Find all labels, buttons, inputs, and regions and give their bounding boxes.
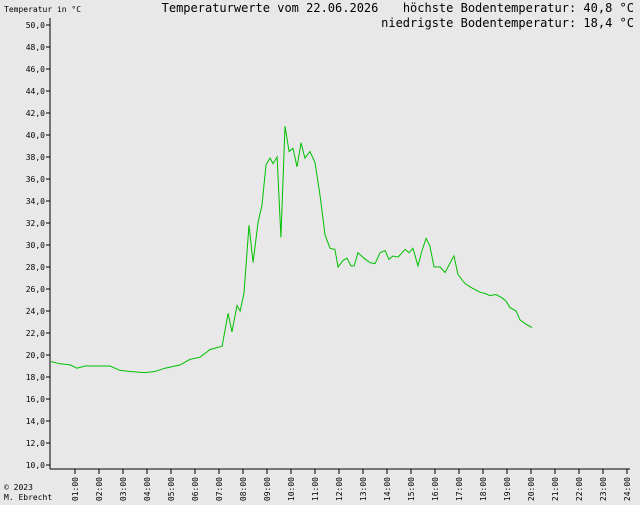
y-tick-label: 26,0 xyxy=(26,285,45,294)
y-tick-label: 22,0 xyxy=(26,329,45,338)
y-tick-label: 20,0 xyxy=(26,351,45,360)
y-tick-label: 50,0 xyxy=(26,21,45,30)
x-tick-label: 23:00 xyxy=(599,477,608,501)
x-tick-label: 08:00 xyxy=(239,477,248,501)
x-tick-label: 10:00 xyxy=(287,477,296,501)
y-tick-label: 48,0 xyxy=(26,43,45,52)
footer: © 2023 xyxy=(4,483,33,492)
y-tick-label: 30,0 xyxy=(26,241,45,250)
x-tick-label: 22:00 xyxy=(575,477,584,501)
y-tick-label: 28,0 xyxy=(26,263,45,272)
x-tick-label: 07:00 xyxy=(215,477,224,501)
y-tick-label: 10,0 xyxy=(26,461,45,470)
y-tick-label: 24,0 xyxy=(26,307,45,316)
x-tick-label: 12:00 xyxy=(335,477,344,501)
y-tick-label: 38,0 xyxy=(26,153,45,162)
y-axis-label: Temperatur in °C xyxy=(4,5,81,14)
x-tick-label: 11:00 xyxy=(311,477,320,501)
y-tick-label: 16,0 xyxy=(26,395,45,404)
y-tick-label: 12,0 xyxy=(26,439,45,448)
y-tick-label: 46,0 xyxy=(26,65,45,74)
temperature-line xyxy=(50,126,533,374)
y-tick-label: 32,0 xyxy=(26,219,45,228)
y-tick-label: 40,0 xyxy=(26,131,45,140)
x-tick-label: 09:00 xyxy=(263,477,272,501)
y-tick-label: 36,0 xyxy=(26,175,45,184)
x-tick-label: 02:00 xyxy=(95,477,104,501)
chart-title: Temperaturwerte vom 22.06.2026 xyxy=(162,1,379,15)
y-tick-label: 18,0 xyxy=(26,373,45,382)
y-tick-label: 42,0 xyxy=(26,109,45,118)
x-tick-label: 16:00 xyxy=(431,477,440,501)
y-tick-label: 34,0 xyxy=(26,197,45,206)
x-tick-label: 17:00 xyxy=(455,477,464,501)
y-tick-label: 44,0 xyxy=(26,87,45,96)
x-tick-label: 14:00 xyxy=(383,477,392,501)
x-tick-label: 24:00 xyxy=(623,477,632,501)
annotation: niedrigste Bodentemperatur: 18,4 °C xyxy=(381,16,634,30)
x-tick-label: 21:00 xyxy=(551,477,560,501)
x-tick-label: 20:00 xyxy=(527,477,536,501)
footer: M. Ebrecht xyxy=(4,493,52,502)
x-tick-label: 18:00 xyxy=(479,477,488,501)
x-tick-label: 04:00 xyxy=(143,477,152,501)
x-tick-label: 13:00 xyxy=(359,477,368,501)
annotation: höchste Bodentemperatur: 40,8 °C xyxy=(403,1,634,15)
x-tick-label: 06:00 xyxy=(191,477,200,501)
x-tick-label: 05:00 xyxy=(167,477,176,501)
x-tick-label: 03:00 xyxy=(119,477,128,501)
x-tick-label: 19:00 xyxy=(503,477,512,501)
x-tick-label: 01:00 xyxy=(71,477,80,501)
y-tick-label: 14,0 xyxy=(26,417,45,426)
x-tick-label: 15:00 xyxy=(407,477,416,501)
